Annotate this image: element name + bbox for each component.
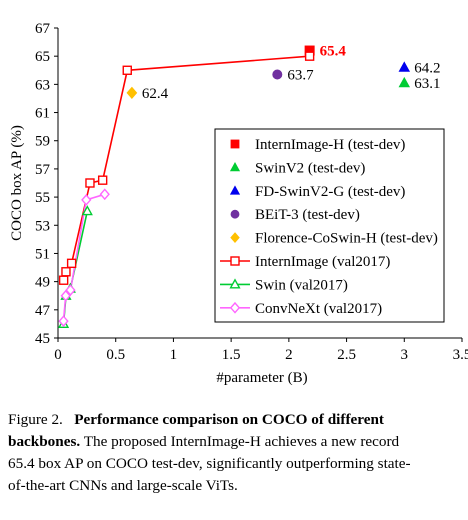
legend-marker bbox=[229, 185, 241, 195]
data-point bbox=[65, 284, 76, 296]
x-tick-label: 2 bbox=[285, 347, 293, 363]
data-point bbox=[66, 258, 77, 269]
x-tick-label: 0.5 bbox=[106, 347, 125, 363]
data-point bbox=[272, 69, 283, 80]
figure-caption: Figure 2. Performance comparison on COCO… bbox=[8, 409, 468, 497]
data-label: 64.2 bbox=[414, 60, 440, 76]
data-point bbox=[81, 194, 92, 206]
data-point bbox=[122, 65, 132, 75]
caption-title-end: backbones. bbox=[8, 433, 81, 450]
legend-label: BEiT-3 (test-dev) bbox=[255, 207, 360, 223]
legend-box bbox=[214, 128, 445, 323]
legend: InternImage-H (test-dev) SwinV2 (test-dev… bbox=[214, 128, 445, 323]
y-tick-label: 61 bbox=[35, 106, 50, 122]
legend-label: Florence-CoSwin-H (test-dev) bbox=[255, 231, 438, 247]
data-point bbox=[58, 275, 69, 285]
y-tick-label: 53 bbox=[35, 218, 50, 234]
legend-marker bbox=[230, 256, 240, 266]
caption-label: Figure 2. bbox=[8, 411, 63, 428]
legend-marker bbox=[230, 139, 240, 149]
caption-line-4: of-the-art CNNs and large-scale ViTs. bbox=[8, 477, 238, 494]
data-point bbox=[61, 267, 71, 277]
data-point bbox=[398, 61, 411, 72]
performance-chart: 45 47 49 51 53 55 57 59 61 63 65 67 0 0.5 1 1.5 2 2.5 3 3.5… bbox=[9, 21, 468, 386]
y-tick-label: 65 bbox=[35, 49, 50, 65]
x-tick-label: 1 bbox=[170, 347, 178, 363]
caption-line-2: backbones. The proposed InternImage-H ac… bbox=[8, 431, 468, 453]
data-point bbox=[99, 188, 110, 201]
x-tick-label: 0 bbox=[54, 347, 62, 363]
y-tick-label: 55 bbox=[35, 190, 50, 206]
caption-line-1: Figure 2. Performance comparison on COCO… bbox=[8, 409, 468, 431]
data-point bbox=[60, 289, 71, 302]
y-tick-label: 47 bbox=[35, 303, 51, 319]
legend-marker bbox=[230, 209, 240, 219]
y-tick-label: 49 bbox=[35, 275, 50, 291]
legend-label: ConvNeXt (val2017) bbox=[255, 301, 382, 317]
x-tick-label: 2.5 bbox=[337, 347, 356, 363]
caption-text-1: The proposed InternImage-H achieves a ne… bbox=[80, 433, 400, 450]
legend-label: InternImage (val2017) bbox=[255, 254, 390, 270]
y-tick-label: 45 bbox=[35, 331, 50, 347]
y-tick-label: 59 bbox=[35, 134, 50, 150]
y-tick-label: 63 bbox=[35, 77, 50, 93]
y-tick-label: 67 bbox=[35, 21, 51, 37]
legend-marker bbox=[229, 301, 241, 314]
legend-marker bbox=[229, 278, 241, 289]
x-axis-label: #parameter (B) bbox=[216, 370, 307, 386]
y-tick-label: 51 bbox=[35, 246, 50, 262]
y-axis-label: COCO box AP (%) bbox=[9, 125, 25, 241]
legend-label: SwinV2 (test-dev) bbox=[255, 160, 365, 176]
legend-marker bbox=[229, 161, 241, 172]
y-tick-label: 57 bbox=[35, 162, 51, 178]
data-point bbox=[126, 86, 138, 99]
x-tick-label: 3 bbox=[401, 347, 409, 363]
data-label: 62.4 bbox=[142, 86, 169, 102]
data-point bbox=[304, 51, 315, 61]
caption-line-3: 65.4 box AP on COCO test-dev, significan… bbox=[8, 455, 411, 472]
x-tick-label: 3.5 bbox=[453, 347, 468, 363]
legend-marker bbox=[230, 232, 240, 244]
data-point bbox=[85, 178, 95, 188]
data-label: 63.1 bbox=[414, 76, 440, 92]
legend-label: FD-SwinV2-G (test-dev) bbox=[255, 184, 405, 200]
data-point bbox=[398, 76, 411, 88]
x-tick-label: 1.5 bbox=[222, 347, 241, 363]
data-label: 63.7 bbox=[287, 68, 314, 84]
caption-title: Performance comparison on COCO of differ… bbox=[74, 411, 384, 428]
data-point bbox=[97, 175, 108, 185]
data-label: 65.4 bbox=[320, 44, 347, 60]
legend-label: InternImage-H (test-dev) bbox=[255, 137, 405, 153]
data-point bbox=[58, 315, 69, 327]
legend-label: Swin (val2017) bbox=[255, 277, 348, 293]
data-point bbox=[81, 205, 93, 216]
